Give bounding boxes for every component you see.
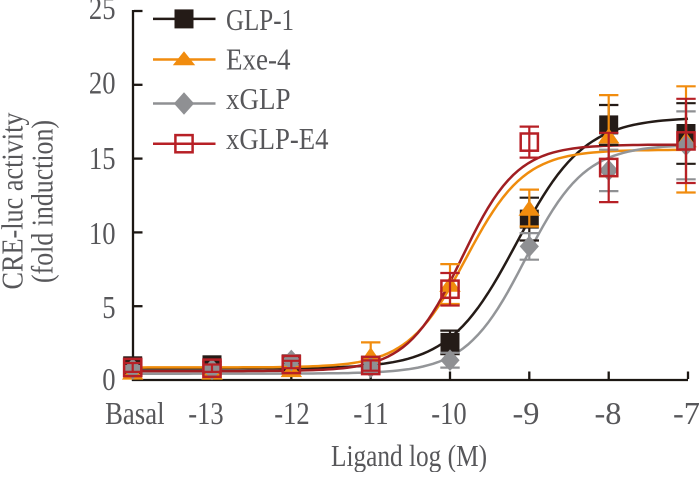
svg-text:xGLP-E4: xGLP-E4 (226, 121, 329, 156)
svg-text:(fold induction): (fold induction) (26, 120, 60, 283)
svg-text:xGLP: xGLP (226, 81, 291, 116)
svg-text:Ligand log (M): Ligand log (M) (331, 439, 487, 472)
svg-text:-10: -10 (431, 395, 466, 431)
svg-text:GLP-1: GLP-1 (226, 2, 294, 37)
svg-text:-8: -8 (595, 395, 622, 431)
svg-text:-12: -12 (274, 395, 309, 431)
svg-text:15: 15 (89, 140, 116, 176)
svg-text:-11: -11 (353, 395, 388, 431)
svg-text:5: 5 (102, 289, 115, 325)
svg-text:-9: -9 (513, 395, 540, 431)
svg-text:0: 0 (102, 361, 115, 397)
svg-text:-13: -13 (188, 395, 223, 431)
svg-text:20: 20 (89, 65, 116, 101)
svg-text:10: 10 (89, 215, 116, 251)
svg-text:CRE-luc activity: CRE-luc activity (0, 112, 30, 290)
svg-text:Basal: Basal (105, 395, 164, 431)
svg-text:25: 25 (89, 0, 116, 26)
svg-text:Exe-4: Exe-4 (226, 42, 291, 77)
svg-text:-7: -7 (673, 395, 700, 431)
